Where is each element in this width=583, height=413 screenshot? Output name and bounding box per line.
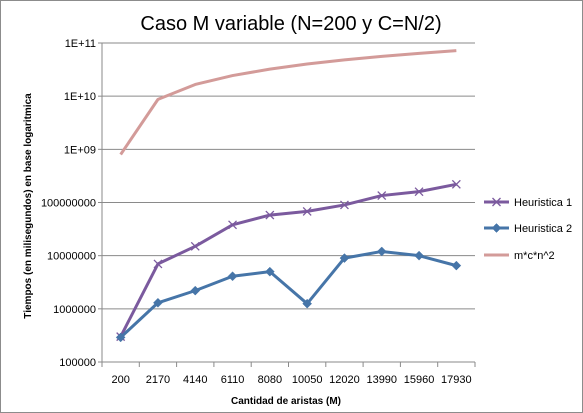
data-point [264,266,275,277]
legend-label: m*c*n^2 [514,250,555,262]
x-tick-label: 13990 [366,374,397,386]
legend: Heuristica 1 Heuristica 2 m*c*n^2 [484,197,572,262]
y-tick-label: 1E+09 [64,144,96,156]
data-point [451,179,461,189]
y-tick-label: 1000000 [53,304,96,316]
series-line [119,49,457,156]
data-point [339,253,350,263]
legend-item: Heuristica 2 [484,223,572,235]
series-lines [115,49,462,343]
chart-title: Caso M variable (N=200 y C=N/2) [140,13,441,35]
data-point [153,297,163,308]
legend-label: Heuristica 1 [514,197,572,209]
axes [98,42,476,367]
legend-item: Heuristica 1 [484,197,572,209]
legend-item: m*c*n^2 [484,250,555,262]
legend-label: Heuristica 2 [514,223,572,235]
data-point [339,200,349,210]
data-point [153,259,163,269]
data-point [492,197,501,207]
series-3 [119,49,457,156]
data-point [302,298,313,309]
x-tick-label: 200 [111,374,129,386]
data-point [302,206,312,216]
y-tick-label: 100000000 [41,198,96,210]
data-point [227,271,238,282]
x-tick-label: 2170 [146,374,170,386]
y-axis-label: Tiempos (en milisegundos) en base logari… [23,93,34,319]
data-point [190,241,200,251]
data-point [228,220,238,230]
x-tick-label: 4140 [183,374,207,386]
y-tick-label: 100000 [59,357,96,369]
data-point [414,187,424,197]
y-tick-label: 1E+11 [65,38,96,50]
series-line [119,182,457,338]
y-tick-label: 10000000 [47,251,96,263]
x-tick-label: 12020 [329,374,360,386]
data-point [491,223,502,233]
data-point [265,210,275,220]
data-point [190,285,201,296]
gridlines [102,42,475,310]
x-tick-label: 15960 [404,374,435,386]
x-tick-label: 10050 [292,374,323,386]
series-1 [116,179,461,342]
series-2 [115,246,462,343]
data-point [115,332,126,343]
series-line [119,249,457,339]
data-point [376,246,387,257]
data-point [377,191,387,201]
y-tick-label: 1E+10 [64,91,96,103]
x-tick-label: 17930 [441,374,472,386]
data-point [451,260,462,271]
x-tick-label: 6110 [221,374,245,386]
x-tick-label: 8080 [258,374,282,386]
tick-labels: 100000 1000000 10000000 100000000 1E+09 1E+10… [41,38,472,386]
data-point [414,250,424,261]
x-axis-label: Cantidad de aristas (M) [231,396,341,407]
